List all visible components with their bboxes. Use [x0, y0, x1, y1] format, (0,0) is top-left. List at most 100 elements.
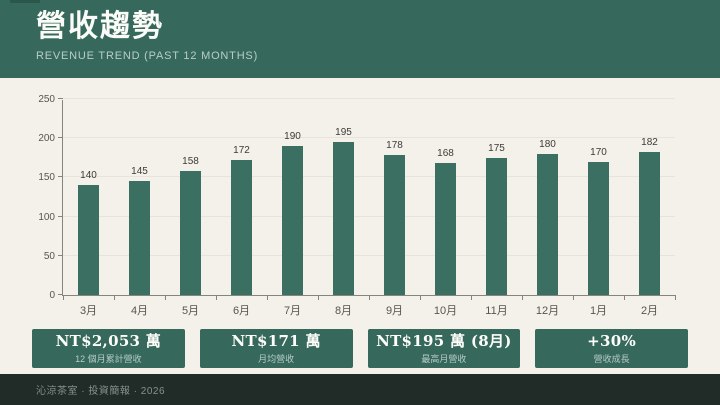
x-axis-label: 5月: [181, 305, 200, 317]
bar-column: 158: [165, 100, 216, 295]
stat-card-cumulative-revenue: NT$2,053 萬 12 個月累計營收: [32, 329, 185, 368]
bar: [537, 153, 558, 295]
y-axis-tick: [58, 254, 63, 256]
x-axis-tick: [420, 295, 421, 300]
bar-column: 175: [471, 100, 522, 295]
bar-column: 195: [318, 100, 369, 295]
y-axis-tick: [58, 294, 63, 295]
x-axis-tick: [216, 295, 217, 300]
bar-value-label: 158: [182, 156, 199, 168]
stat-label: 月均營收: [258, 354, 295, 364]
x-axis-label: 12月: [535, 305, 560, 317]
x-axis-tick: [522, 295, 523, 300]
bar: [78, 185, 99, 295]
bar-column: 172: [216, 100, 267, 295]
bar-value-label: 168: [437, 148, 454, 160]
bar-columns: 140 145 158 172 190 195 178 168 175 180 170 182: [63, 100, 675, 295]
stat-label: 最高月營收: [421, 354, 467, 364]
bar-column: 145: [114, 100, 165, 295]
y-axis-label: 200: [38, 133, 55, 145]
x-axis-tick: [624, 295, 625, 300]
bar-column: 180: [522, 100, 573, 295]
bar-value-label: 190: [284, 131, 301, 143]
gridline: [63, 98, 675, 99]
y-axis-tick: [58, 137, 63, 139]
x-axis-label: 4月: [130, 305, 149, 317]
bar-value-label: 170: [590, 146, 607, 158]
header-accent-tab: [10, 0, 40, 3]
gridline: [63, 176, 675, 178]
footer-text: 沁涼茶室 · 投資簡報 · 2026: [36, 386, 166, 397]
x-axis-tick: [318, 295, 319, 300]
bar-value-label: 140: [80, 170, 97, 182]
x-axis-label: 7月: [283, 305, 302, 317]
x-axis-label: 11月: [485, 305, 508, 317]
bar-column: 190: [267, 100, 318, 295]
bar: [639, 152, 660, 295]
bar-column: 168: [420, 100, 471, 295]
x-axis-label: 6月: [232, 305, 251, 317]
bar: [231, 160, 252, 295]
bar-value-label: 182: [641, 137, 658, 149]
y-axis-tick: [58, 98, 63, 99]
bar: [282, 146, 303, 295]
stat-value: NT$195 萬 (8月): [376, 332, 512, 350]
gridline: [63, 254, 675, 256]
bar: [333, 142, 354, 295]
bar-value-label: 172: [233, 145, 250, 157]
bar-column: 140: [63, 100, 114, 295]
bar: [384, 155, 405, 295]
bar: [180, 171, 201, 295]
gridline: [63, 137, 675, 139]
stat-label: 12 個月累計營收: [75, 354, 142, 364]
x-axis-tick: [267, 295, 268, 300]
stat-value: +30%: [587, 332, 637, 350]
stat-card-monthly-average: NT$171 萬 月均營收: [199, 329, 353, 368]
x-axis-label: 2月: [640, 305, 659, 317]
stats-row: NT$2,053 萬 12 個月累計營收 NT$171 萬 月均營收 NT$19…: [32, 329, 688, 368]
x-axis-label: 8月: [334, 305, 353, 317]
x-axis-tick: [114, 295, 115, 300]
bar-column: 170: [573, 100, 624, 295]
y-axis-label: 0: [49, 290, 55, 301]
gridline: [63, 215, 675, 217]
x-axis-label: 3月: [79, 305, 98, 317]
x-axis-label: 10月: [433, 305, 458, 317]
page-title: 營收趨勢: [36, 10, 164, 43]
stat-value: NT$171 萬: [231, 332, 321, 350]
header: 營收趨勢 REVENUE TREND (PAST 12 MONTHS): [0, 0, 720, 78]
x-axis-tick: [63, 295, 64, 300]
bar-value-label: 195: [335, 127, 352, 139]
stat-label: 營收成長: [593, 354, 630, 364]
bar-column: 182: [624, 100, 675, 295]
bar: [435, 163, 456, 295]
page-subtitle: REVENUE TREND (PAST 12 MONTHS): [36, 50, 259, 62]
y-axis-tick: [58, 215, 63, 217]
y-axis-label: 50: [43, 250, 55, 262]
footer: 沁涼茶室 · 投資簡報 · 2026: [0, 374, 720, 405]
x-axis-label: 1月: [589, 305, 608, 317]
stat-value: NT$2,053 萬: [55, 332, 162, 350]
x-axis-label: 9月: [385, 305, 404, 317]
x-axis-tick: [369, 295, 370, 300]
y-axis-label: 250: [38, 94, 55, 105]
x-axis-tick: [471, 295, 472, 300]
bar-value-label: 145: [131, 166, 148, 178]
x-axis-tick: [165, 295, 166, 300]
x-axis-tick: [675, 295, 676, 300]
bar-value-label: 180: [539, 138, 556, 150]
y-axis-tick: [58, 176, 63, 178]
bar: [129, 181, 150, 295]
bar: [486, 157, 507, 295]
x-axis-labels: 3月 4月 5月 6月 7月 8月 9月 10月 11月 12月 1月 2月: [63, 302, 675, 318]
stat-card-revenue-growth: +30% 營收成長: [535, 329, 688, 368]
x-axis-tick: [573, 295, 574, 300]
bar-value-label: 175: [488, 142, 505, 154]
bar-value-label: 178: [386, 140, 403, 152]
y-axis-label: 150: [38, 172, 55, 184]
revenue-bar-chart: 0 50 100 150 200 250 140 145 158 172 190 195 178 168…: [38, 94, 676, 317]
bar: [588, 161, 609, 295]
stat-card-peak-month: NT$195 萬 (8月) 最高月營收: [367, 329, 521, 368]
bar-column: 178: [369, 100, 420, 295]
